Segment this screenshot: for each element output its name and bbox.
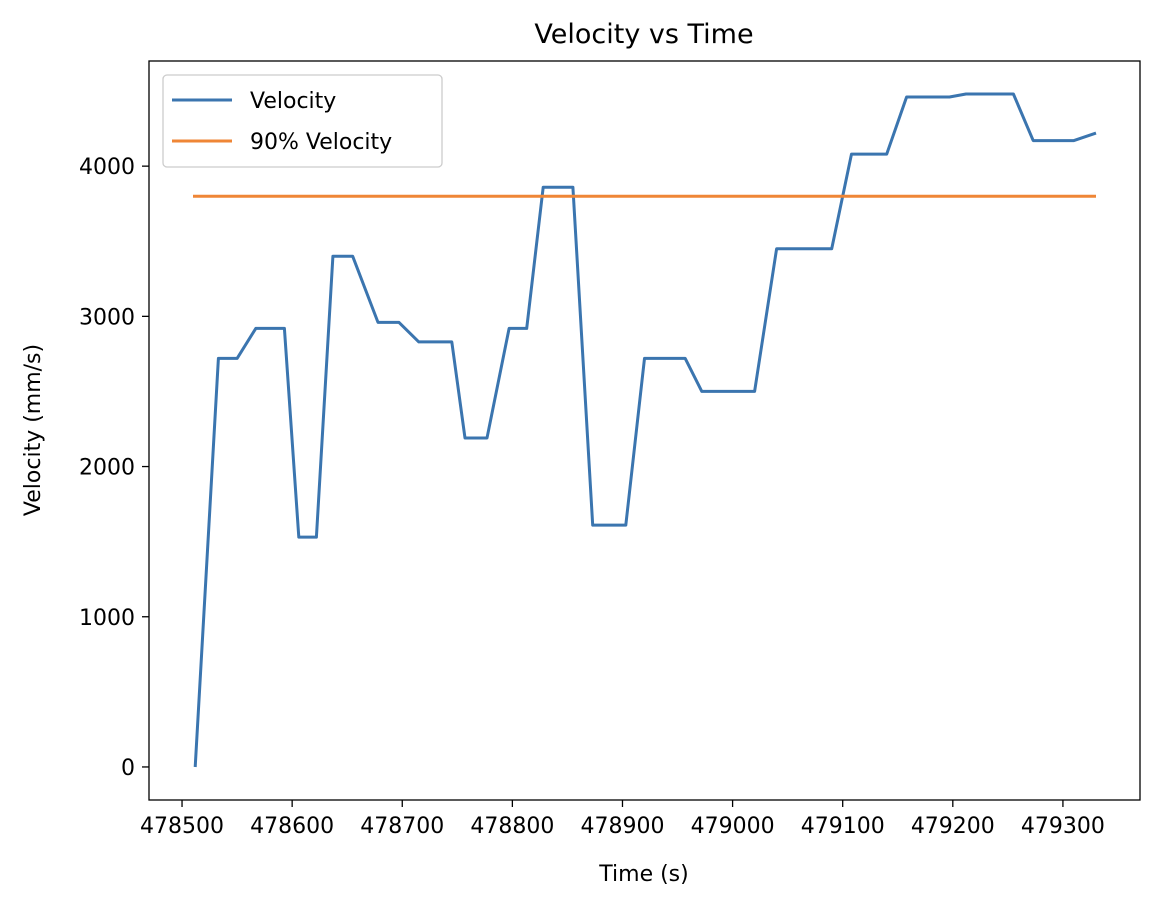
legend-box [162,74,443,168]
x-tick-label: 479300 [1021,814,1105,839]
plot-frame [148,60,1141,801]
y-axis: 0 1000 2000 3000 4000 [79,155,149,781]
x-tick-label: 478700 [360,814,444,839]
x-axis-title: Time (s) [598,862,688,887]
y-tick-label: 0 [121,756,135,781]
y-tick-label: 3000 [79,305,135,330]
x-tick-label: 479000 [691,814,775,839]
y-axis-title: Velocity (mm/s) [21,344,46,516]
x-tick-label: 478600 [250,814,334,839]
y-tick-label: 1000 [79,606,135,631]
x-tick-label: 478800 [470,814,554,839]
series-line-velocity [193,92,1097,768]
legend: Velocity 90% Velocity [162,74,443,168]
x-tick-label: 479200 [911,814,995,839]
x-axis: 478500 478600 478700 478800 478900 479000 4791… [140,800,1105,839]
x-tick-label: 478500 [140,814,224,839]
x-tick-label: 478900 [580,814,664,839]
y-tick-label: 4000 [79,155,135,180]
x-tick-label: 479100 [801,814,885,839]
chart-title: Velocity vs Time [534,19,753,50]
plot-area [193,92,1097,768]
legend-label: Velocity [250,89,336,114]
legend-label: 90% Velocity [250,130,392,155]
y-tick-label: 2000 [79,456,135,481]
